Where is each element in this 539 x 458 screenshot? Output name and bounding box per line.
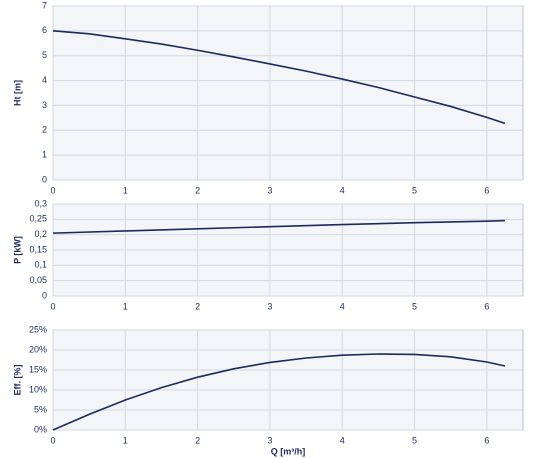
- x-tick-label: 0: [50, 435, 55, 445]
- x-tick-label: 0: [50, 301, 55, 311]
- y-tick-label: 0,2: [34, 229, 47, 239]
- y-tick-label: 5: [42, 50, 47, 60]
- y-tick-label: 15%: [29, 364, 47, 374]
- y-tick-label: 0,15: [29, 244, 47, 254]
- y-tick-label: 0,05: [29, 275, 47, 285]
- y-tick-label: 2: [42, 125, 47, 135]
- y-tick-label: 10%: [29, 384, 47, 394]
- y-tick-label: 0,1: [34, 260, 47, 270]
- x-tick-label: 4: [340, 301, 345, 311]
- curve: [52, 353, 506, 431]
- y-tick-label: 0: [42, 290, 47, 300]
- x-tick-label: 5: [412, 435, 417, 445]
- y-tick-label: 0%: [34, 424, 47, 434]
- x-tick-label: 4: [340, 435, 345, 445]
- plot-area: [52, 5, 524, 181]
- x-tick-label: 5: [412, 301, 417, 311]
- y-tick-label: 7: [42, 0, 47, 10]
- x-tick-label: 6: [484, 301, 489, 311]
- x-tick-label: 6: [484, 435, 489, 445]
- y-tick-label: 3: [42, 100, 47, 110]
- x-tick-label: 1: [123, 301, 128, 311]
- x-tick-label: 5: [412, 185, 417, 195]
- x-tick-label: 3: [267, 301, 272, 311]
- y-axis-label: Ht [m]: [12, 80, 22, 106]
- y-tick-label: 20%: [29, 344, 47, 354]
- x-tick-label: 6: [484, 185, 489, 195]
- y-tick-label: 0: [42, 174, 47, 184]
- x-tick-label: 2: [195, 185, 200, 195]
- y-tick-label: 25%: [29, 324, 47, 334]
- y-tick-label: 4: [42, 75, 47, 85]
- y-tick-label: 6: [42, 25, 47, 35]
- x-tick-label: 1: [123, 435, 128, 445]
- curve: [52, 30, 506, 125]
- y-tick-label: 1: [42, 150, 47, 160]
- x-tick-label: 3: [267, 185, 272, 195]
- x-tick-label: 4: [340, 185, 345, 195]
- y-tick-label: 5%: [34, 404, 47, 414]
- y-tick-label: 0,3: [34, 198, 47, 208]
- x-tick-label: 2: [195, 301, 200, 311]
- x-tick-label: 0: [50, 185, 55, 195]
- y-axis-label: Eff. [%]: [12, 365, 22, 396]
- x-tick-label: 2: [195, 435, 200, 445]
- curve: [52, 219, 505, 234]
- y-tick-label: 0,25: [29, 214, 47, 224]
- x-tick-label: 3: [267, 435, 272, 445]
- x-tick-label: 1: [123, 185, 128, 195]
- plot-area: [52, 329, 524, 431]
- x-axis-label: Q [m³/h]: [271, 446, 306, 456]
- y-axis-label: P [kW]: [12, 236, 22, 264]
